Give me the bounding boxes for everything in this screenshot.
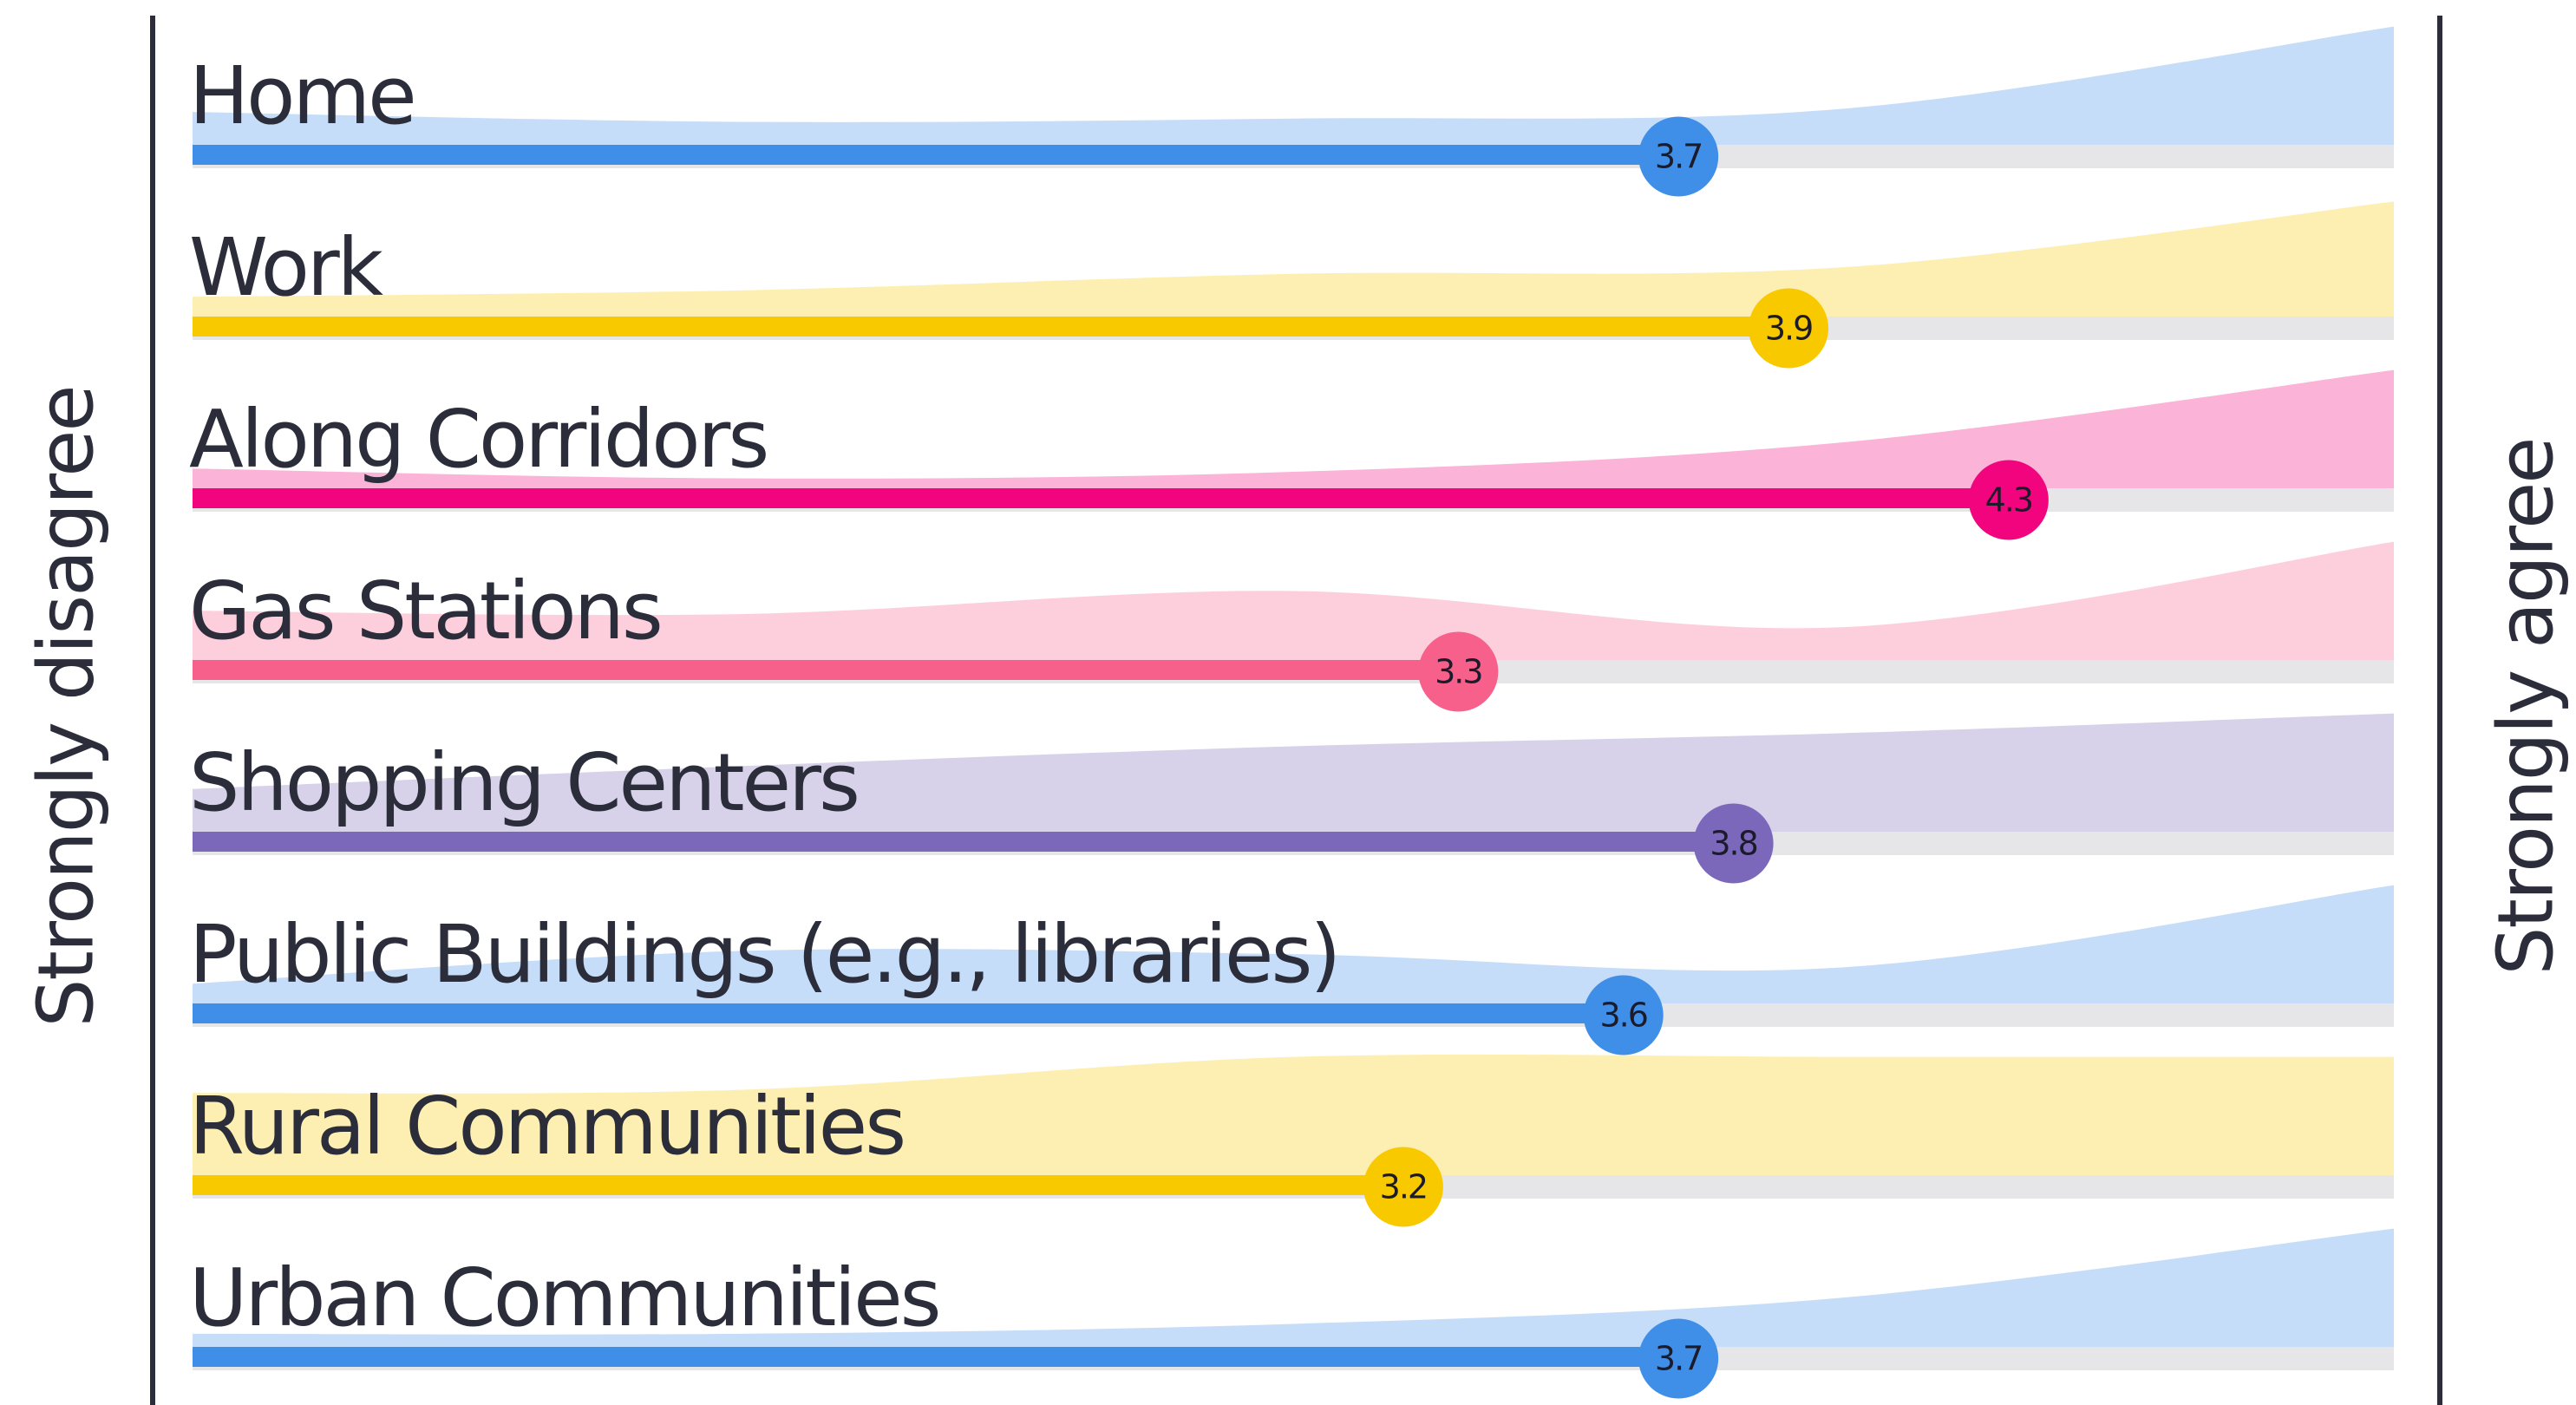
- value-label: 3.7: [1655, 138, 1702, 176]
- bar: [193, 145, 1679, 165]
- value-dot: [1638, 1318, 1719, 1399]
- value-label: 3.9: [1765, 310, 1812, 348]
- category-label: Urban Communities: [189, 1251, 939, 1344]
- distribution-area: [193, 713, 2394, 832]
- bar: [193, 317, 1789, 337]
- distribution-area: [193, 26, 2394, 145]
- distribution-area: [193, 541, 2394, 660]
- right-label: Strongly agree: [2481, 439, 2571, 976]
- distribution-area: [193, 885, 2394, 1003]
- value-dot: [1583, 975, 1664, 1055]
- distribution-area: [193, 201, 2394, 317]
- value-label: 4.3: [1985, 481, 2032, 520]
- distribution-area: [193, 1054, 2394, 1175]
- value-label: 3.7: [1655, 1340, 1702, 1378]
- value-dot: [1418, 631, 1499, 712]
- bar: [193, 1347, 1679, 1367]
- bar: [193, 832, 1734, 852]
- bar: [193, 488, 2009, 508]
- category-label: Home: [189, 49, 415, 142]
- value-dot: [1693, 803, 1774, 884]
- category-label: Public Buildings (e.g., libraries): [189, 908, 1338, 1001]
- value-dot: [1968, 460, 2049, 540]
- category-label: Rural Communities: [189, 1080, 904, 1173]
- value-label: 3.6: [1599, 997, 1646, 1035]
- bar: [193, 1175, 1403, 1195]
- category-label: Work: [189, 221, 384, 314]
- value-label: 3.3: [1435, 653, 1481, 691]
- value-label: 3.8: [1710, 825, 1756, 863]
- value-label: 3.2: [1380, 1168, 1427, 1206]
- distribution-area: [193, 1228, 2394, 1347]
- bar: [193, 660, 1459, 680]
- distribution-area: [193, 369, 2394, 488]
- value-dot: [1749, 288, 1829, 369]
- value-dot: [1638, 116, 1719, 197]
- category-label: Shopping Centers: [189, 736, 858, 829]
- left-label: Strongly disagree: [22, 386, 111, 1027]
- bar: [193, 1003, 1624, 1023]
- value-dot: [1363, 1147, 1443, 1227]
- category-label: Gas Stations: [189, 565, 661, 657]
- category-label: Along Corridors: [189, 393, 767, 486]
